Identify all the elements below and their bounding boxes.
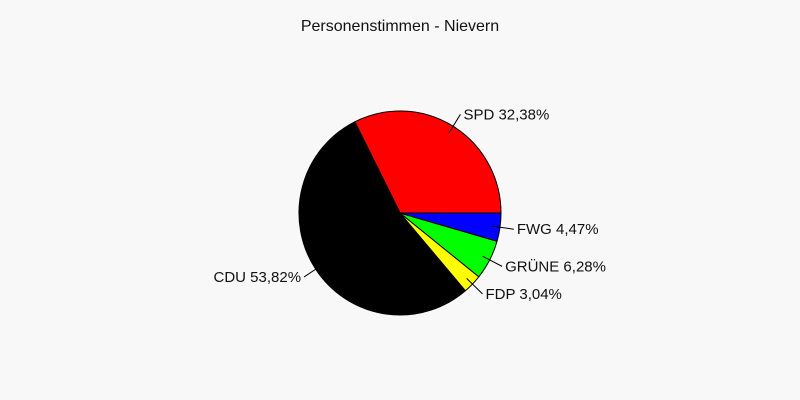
leader-line-1 [303,264,323,278]
slice-label-3: GRÜNE 6,28% [505,257,606,275]
leader-line-3 [482,255,503,267]
slice-label-4: FWG 4,47% [517,221,599,238]
slice-label-2: FDP 3,04% [485,286,561,303]
slice-label-1: CDU 53,82% [214,269,302,286]
leader-line-2 [466,278,483,295]
leader-line-0 [448,114,461,134]
leader-line-4 [491,225,514,230]
slice-label-0: SPD 32,38% [463,106,549,123]
chart-title: Personenstimmen - Nievern [300,18,500,35]
